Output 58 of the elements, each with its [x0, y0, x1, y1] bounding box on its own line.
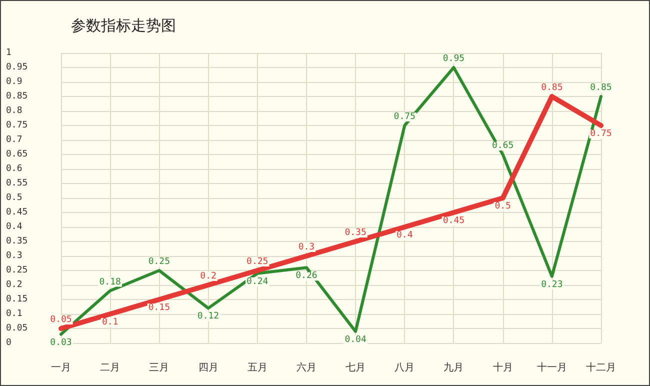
y-tick-label: 1 — [6, 48, 12, 58]
data-label: 0.75 — [394, 112, 416, 122]
data-label: 0.3 — [298, 242, 315, 252]
data-label: 0.95 — [442, 54, 465, 64]
data-label: 0.1 — [102, 318, 118, 328]
y-tick-label: 0.2 — [6, 280, 22, 290]
data-label: 0.03 — [50, 338, 72, 348]
data-label: 0.35 — [344, 228, 366, 238]
x-tick-label: 二月 — [100, 362, 120, 374]
x-tick-label: 九月 — [444, 362, 464, 374]
y-tick-label: 0.4 — [6, 222, 22, 232]
data-label: 0.04 — [344, 334, 366, 345]
y-tick-label: 0.6 — [6, 164, 22, 174]
data-label: 0.75 — [590, 129, 612, 139]
data-label: 0.12 — [197, 312, 220, 322]
data-label: 0.5 — [494, 202, 511, 212]
x-tick-label: 一月 — [51, 362, 71, 374]
data-label: 0.65 — [492, 141, 514, 151]
y-tick-label: 0 — [6, 338, 12, 348]
x-tick-label: 八月 — [394, 362, 415, 374]
data-label: 0.45 — [442, 216, 465, 226]
x-tick-label: 六月 — [296, 362, 316, 374]
y-tick-label: 0.7 — [6, 135, 22, 145]
x-tick-label: 十月 — [492, 362, 513, 374]
y-tick-label: 0.1 — [6, 309, 22, 319]
x-tick-label: 四月 — [198, 362, 218, 374]
y-tick-label: 0.8 — [6, 106, 22, 116]
y-tick-label: 0.75 — [6, 120, 28, 130]
x-tick-label: 七月 — [346, 362, 366, 374]
y-tick-label: 0.35 — [6, 236, 28, 246]
data-label: 0.26 — [296, 271, 318, 282]
y-tick-label: 0.55 — [6, 178, 28, 188]
x-tick-label: 五月 — [247, 362, 268, 374]
y-tick-label: 0.65 — [6, 150, 28, 160]
data-label: 0.18 — [99, 277, 121, 288]
data-label: 0.85 — [541, 83, 563, 93]
y-tick-label: 0.05 — [6, 324, 28, 334]
y-tick-label: 0.15 — [6, 294, 28, 304]
y-tick-label: 0.45 — [6, 208, 28, 218]
x-tick-label: 三月 — [149, 362, 170, 374]
y-tick-label: 0.95 — [6, 62, 28, 72]
y-tick-label: 0.3 — [6, 251, 22, 261]
data-label: 0.4 — [396, 230, 413, 240]
data-label: 0.24 — [246, 276, 268, 287]
data-label: 0.25 — [246, 257, 268, 267]
data-label: 0.25 — [148, 257, 170, 267]
y-tick-label: 0.5 — [6, 193, 22, 203]
x-tick-label: 十一月 — [536, 362, 567, 374]
data-label: 0.23 — [541, 280, 563, 290]
data-label: 0.85 — [590, 83, 612, 93]
x-tick-label: 十二月 — [586, 362, 616, 374]
y-tick-label: 0.9 — [6, 77, 22, 87]
data-label: 0.2 — [200, 272, 216, 282]
chart-title: 参数指标走势图 — [71, 16, 176, 34]
y-tick-label: 0.25 — [6, 266, 28, 276]
data-label: 0.15 — [148, 303, 170, 313]
y-tick-label: 0.85 — [6, 92, 28, 102]
data-label: 0.05 — [50, 315, 72, 325]
